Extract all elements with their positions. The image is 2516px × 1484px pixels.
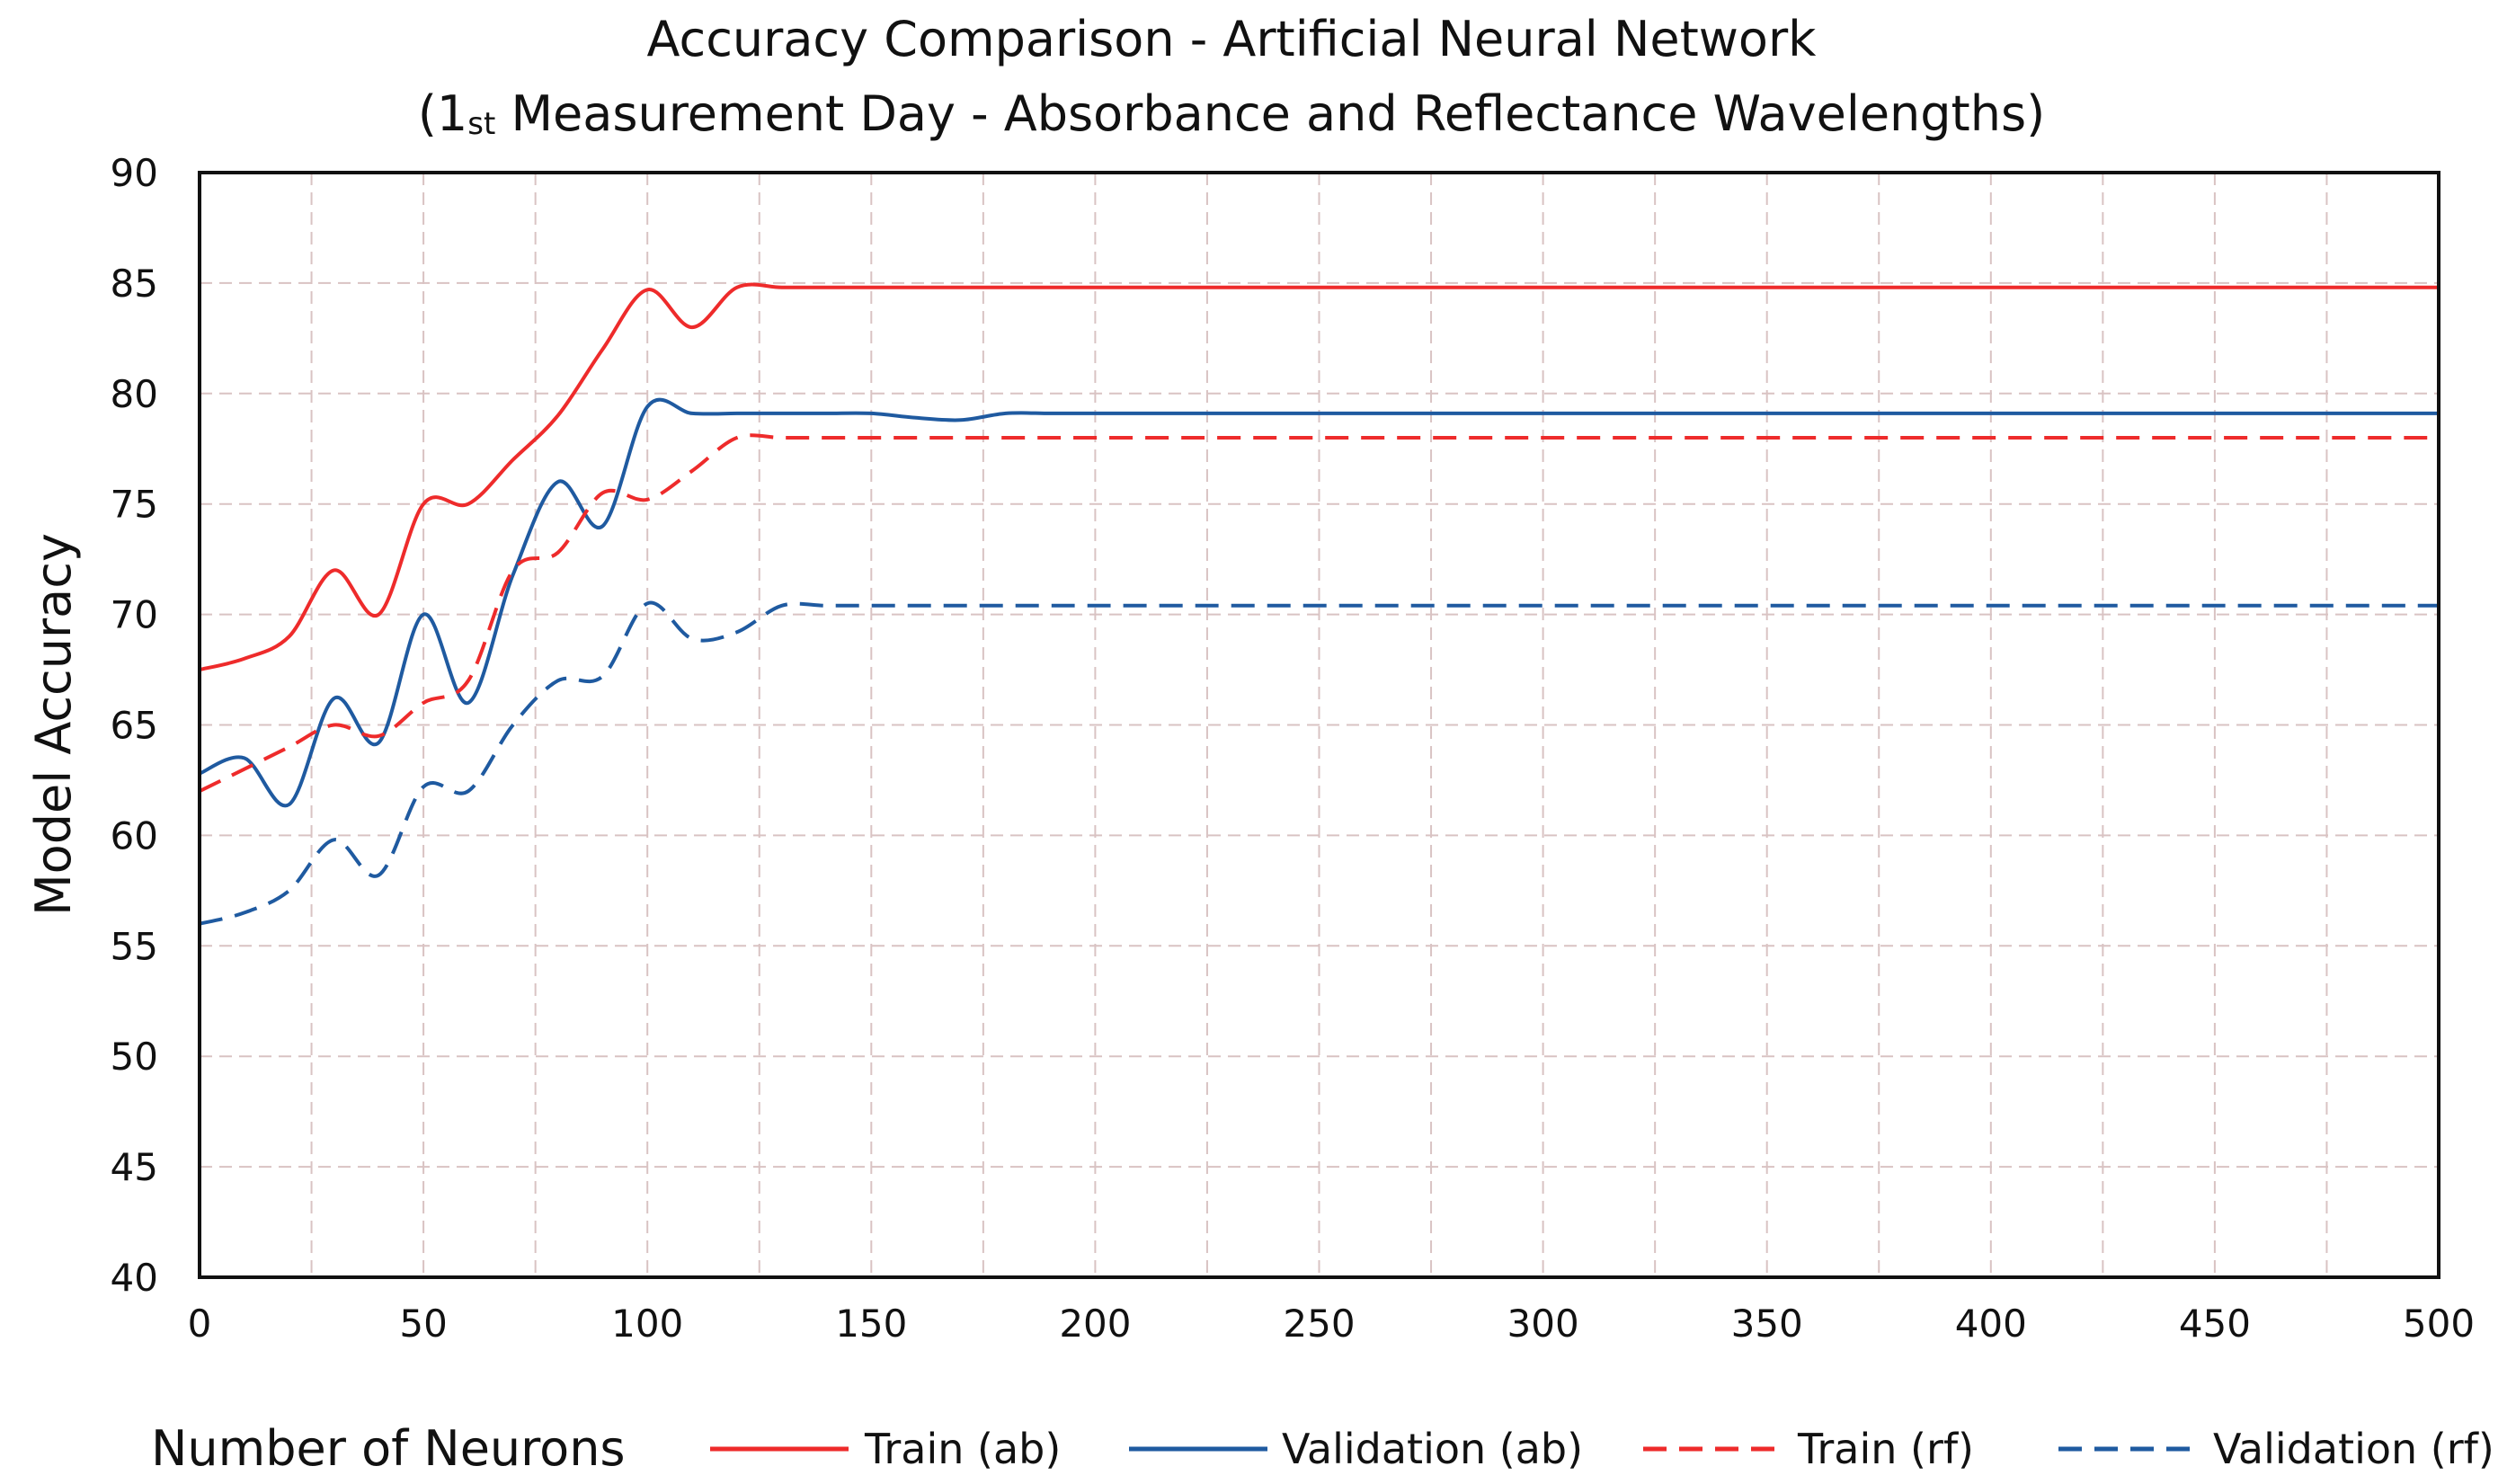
y-tick-label: 65 (111, 704, 158, 748)
y-axis-label: Model Accuracy (25, 533, 82, 916)
x-tick-label: 100 (611, 1302, 683, 1346)
x-tick-label: 250 (1283, 1302, 1355, 1346)
y-tick-label: 60 (111, 813, 158, 858)
x-tick-label: 500 (2403, 1302, 2475, 1346)
y-tick-label: 50 (111, 1035, 158, 1079)
series-layer (199, 282, 2440, 926)
y-tick-label: 80 (111, 372, 158, 416)
y-tick-label: 55 (111, 924, 158, 968)
series-line-train-rf (199, 433, 2440, 793)
chart-title-line1: Accuracy Comparison - Artificial Neural … (647, 11, 1818, 67)
x-tick-label: 200 (1059, 1302, 1131, 1346)
x-tick-label: 350 (1731, 1302, 1803, 1346)
y-tick-label: 85 (111, 262, 158, 306)
y-tick-label: 90 (111, 151, 158, 195)
x-tick-label: 50 (399, 1302, 447, 1346)
x-tick-label: 150 (835, 1302, 907, 1346)
series-line-validation-ab (199, 397, 2439, 808)
chart-title-line2-open: (1 (418, 85, 467, 142)
y-tick-label: 45 (111, 1145, 158, 1189)
legend: Train (ab) Validation (ab) Train (rf) Valid… (710, 1425, 2494, 1473)
legend-label: Train (rf) (1797, 1425, 1974, 1473)
x-tick-label: 300 (1507, 1302, 1579, 1346)
chart-title-line2-rest: Measurement Day - Absorbance and Reflect… (495, 85, 2045, 142)
series-line-train-ab (199, 282, 2439, 671)
y-tick-label: 70 (111, 593, 158, 637)
chart-title-line2-sup: st (467, 106, 495, 142)
x-tick-label: 450 (2179, 1302, 2251, 1346)
legend-label: Validation (rf) (2213, 1425, 2494, 1473)
x-axis-label: Number of Neurons (151, 1420, 626, 1477)
x-tick-label: 0 (188, 1302, 212, 1346)
x-tick-label: 400 (1955, 1302, 2027, 1346)
plot-frame (198, 171, 2440, 1279)
grid-layer (200, 173, 2439, 1277)
y-tick-label: 40 (111, 1256, 158, 1300)
legend-label: Train (ab) (864, 1425, 1061, 1473)
legend-label: Validation (ab) (1282, 1425, 1583, 1473)
chart-title-line2: (1st Measurement Day - Absorbance and Re… (418, 85, 2045, 142)
y-tick-label: 75 (111, 483, 158, 527)
tick-layer: 40 45 50 55 60 65 70 75 80 85 90 0 50 100 150 200 250 300… (111, 151, 2476, 1346)
